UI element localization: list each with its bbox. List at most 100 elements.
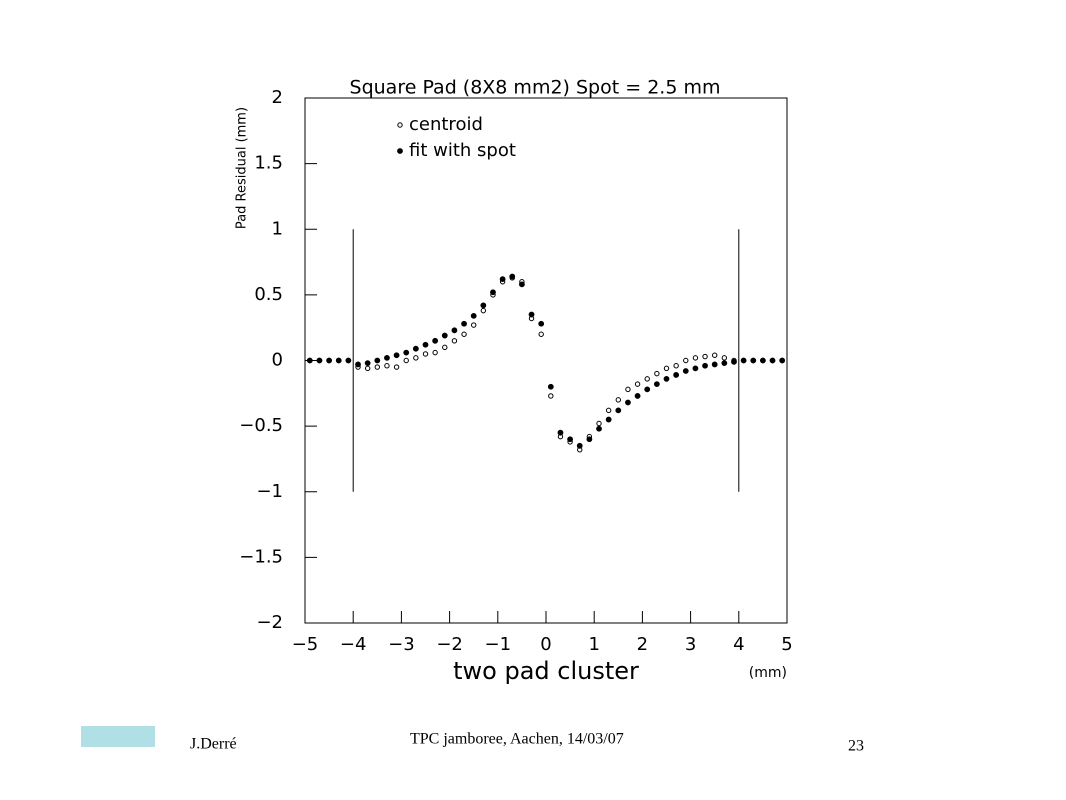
data-point [663, 375, 670, 382]
data-point [413, 355, 419, 361]
data-point [721, 360, 728, 367]
y-axis-label: Pad Residual (mm) [235, 107, 250, 229]
data-point [682, 368, 689, 374]
data-point [470, 312, 477, 319]
data-point [605, 416, 612, 423]
data-point [615, 397, 621, 403]
data-point [384, 363, 390, 369]
x-tick-label: −3 [388, 634, 415, 655]
data-point [528, 311, 535, 318]
x-tick-label: 5 [781, 634, 792, 655]
data-point [702, 362, 708, 369]
data-point [586, 436, 593, 443]
y-tick-label: 0 [272, 350, 283, 371]
data-point [451, 327, 458, 334]
data-point [567, 436, 573, 443]
x-tick-label: −5 [292, 634, 319, 655]
data-point [412, 345, 419, 352]
data-point [596, 425, 602, 432]
data-point [422, 351, 429, 357]
legend-label: fit with spot [409, 140, 516, 161]
data-point [374, 357, 381, 364]
x-tick-label: −1 [485, 634, 512, 655]
data-point [326, 357, 333, 364]
data-point [345, 357, 352, 364]
data-point [779, 357, 786, 364]
y-tick-label: 2 [272, 87, 283, 108]
legend-label: centroid [409, 114, 483, 135]
page-number: 23 [848, 738, 864, 755]
data-point [750, 357, 757, 364]
data-point [625, 386, 631, 393]
data-point [634, 381, 641, 387]
data-point [461, 331, 467, 337]
footer-author: J.Derré [190, 736, 237, 753]
footer-event: TPC jamboree, Aachen, 14/03/07 [410, 731, 624, 748]
data-point [712, 352, 718, 358]
y-tick-label: −1.5 [239, 546, 283, 567]
data-point [615, 407, 622, 414]
data-point [731, 358, 737, 365]
chart-title: Square Pad (8X8 mm2) Spot = 2.5 mm [350, 77, 721, 99]
data-point [442, 344, 448, 351]
data-point [403, 349, 410, 356]
data-point [335, 357, 342, 364]
data-point [316, 357, 323, 364]
data-point [384, 354, 390, 361]
data-point [441, 332, 448, 339]
data-point [596, 420, 602, 427]
data-point [480, 302, 487, 309]
data-point [760, 357, 766, 364]
data-point [673, 363, 679, 369]
data-point [480, 307, 487, 314]
data-point [692, 365, 699, 372]
data-point [364, 365, 371, 372]
data-point [509, 273, 516, 280]
y-tick-label: 1 [272, 218, 283, 239]
y-tick-label: 1.5 [254, 153, 283, 174]
data-point [432, 337, 439, 344]
x-tick-label: 4 [733, 634, 744, 655]
data-point [644, 386, 651, 393]
data-point [519, 281, 525, 288]
x-tick-label: −4 [340, 634, 367, 655]
data-point [653, 381, 660, 388]
x-tick-label: −2 [436, 634, 463, 655]
x-tick-label: 3 [685, 634, 696, 655]
data-point [393, 364, 400, 370]
data-point [538, 320, 545, 327]
data-point [769, 357, 776, 364]
data-point [721, 355, 728, 361]
data-point [557, 429, 564, 436]
data-point [499, 276, 506, 283]
data-point [654, 370, 660, 377]
data-point [403, 357, 409, 364]
data-point [740, 357, 747, 364]
data-point [547, 383, 554, 390]
data-point [548, 393, 554, 399]
data-point [538, 331, 544, 337]
x-tick-label: 2 [637, 634, 648, 655]
data-point [490, 289, 496, 296]
data-point [711, 361, 718, 368]
data-point [374, 364, 380, 370]
data-point [306, 357, 313, 364]
data-point [451, 338, 458, 344]
data-point [461, 320, 467, 327]
data-point [432, 349, 438, 356]
data-point [692, 355, 699, 361]
y-tick-label: 0.5 [254, 284, 283, 305]
data-point [471, 322, 477, 328]
data-point [364, 360, 371, 367]
legend-marker [397, 148, 403, 154]
x-axis-label: two pad cluster [453, 657, 639, 685]
y-tick-label: −2 [256, 612, 283, 633]
data-point [625, 399, 631, 406]
x-unit: (mm) [749, 665, 787, 681]
legend-marker [397, 122, 403, 128]
data-point [673, 372, 680, 378]
data-point [644, 376, 650, 382]
data-point [634, 393, 641, 399]
y-tick-label: −1 [256, 481, 283, 502]
